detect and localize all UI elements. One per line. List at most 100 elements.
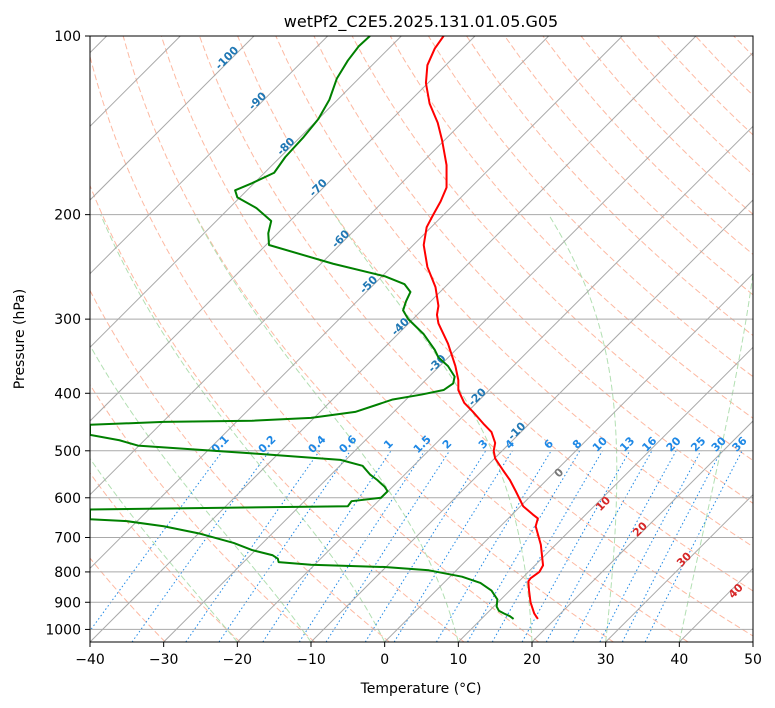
x-tick-label: −20 — [223, 652, 253, 668]
plot-frame — [89, 35, 754, 643]
dry-adiabat-line — [122, 36, 614, 642]
dry-adiabat-line — [90, 54, 540, 642]
mixing-ratio-line — [644, 450, 743, 642]
mixing-ratio-line — [521, 450, 631, 642]
mixing-ratio-line — [218, 450, 351, 642]
mixing-ratio-line — [185, 450, 320, 642]
axes: −40 −30 −20 −10 0 10 20 30 40 5010020030040050060… — [45, 29, 762, 668]
isotherm-line — [90, 36, 255, 201]
mixing-ratio-line — [467, 450, 581, 642]
isotherm-line — [90, 36, 476, 422]
y-tick-label: 800 — [54, 565, 81, 581]
mixing-ratio-label: 3 — [476, 437, 491, 452]
dry-adiabat-line — [695, 36, 753, 97]
mixing-ratio-label: 10 — [590, 434, 610, 454]
dry-adiabat-line — [237, 36, 753, 592]
y-tick-label: 500 — [54, 444, 81, 460]
dry-adiabat-line — [733, 36, 753, 57]
dry-adiabat-label: -50 — [357, 273, 380, 296]
isotherm-line — [90, 36, 623, 570]
x-tick-label: 0 — [380, 652, 389, 668]
mixing-ratio-label: 13 — [617, 434, 637, 454]
x-tick-label: −10 — [296, 652, 326, 668]
y-tick-label: 900 — [54, 595, 81, 611]
dry-adiabat-label: -60 — [329, 227, 352, 250]
x-tick-label: 40 — [670, 652, 688, 668]
isotherm-line — [90, 36, 550, 496]
moist-adiabat-line — [678, 269, 753, 642]
mixing-ratio-line — [298, 450, 426, 642]
x-tick-label: −30 — [149, 652, 179, 668]
mixing-ratio-line — [572, 450, 677, 642]
dry-adiabat-line — [427, 36, 753, 378]
mixing-ratio-label: 1.5 — [411, 433, 434, 456]
dry-adiabat-line — [313, 36, 753, 504]
y-tick-label: 1000 — [45, 622, 81, 638]
dry-adiabat-label: -90 — [246, 89, 269, 112]
dry-adiabat-line — [160, 36, 689, 642]
mixing-ratio-line — [545, 450, 653, 642]
isotherm-line — [90, 36, 402, 349]
moist-adiabat-line — [194, 214, 459, 642]
mixing-ratio-line — [325, 450, 450, 642]
y-tick-label: 100 — [54, 29, 81, 45]
mixing-ratio-label: 6 — [541, 437, 556, 452]
dry-adiabat-label: -100 — [213, 44, 242, 73]
dry-adiabat-line — [90, 184, 465, 642]
dry-adiabat-line — [580, 36, 753, 215]
y-tick-label: 300 — [54, 312, 81, 328]
isotherm-line — [90, 36, 329, 275]
mixing-ratio-line — [435, 450, 552, 642]
chart-title: wetPf2_C2E5.2025.131.01.05.G05 — [284, 12, 558, 32]
moist-adiabat-line — [334, 214, 533, 642]
y-tick-label: 200 — [54, 208, 81, 224]
mixing-ratio-label: 0.2 — [256, 433, 279, 456]
line-labels: 0.1 0.2 0.4 0.6 1 1.5 2 3 4 6 8 10 13 16 20 25 30 36-100-… — [209, 44, 750, 602]
dry-adiabat-line — [656, 36, 753, 136]
mixing-ratio-label: 0.4 — [306, 433, 329, 456]
isotherm-line — [384, 272, 753, 642]
profile-series — [90, 36, 545, 620]
dry-adiabat-line — [90, 383, 316, 642]
dry-adiabat-line — [542, 36, 753, 255]
x-tick-label: 20 — [523, 652, 541, 668]
isotherm-line — [236, 125, 753, 642]
isotherm-line — [457, 346, 753, 642]
isotherm-line — [310, 199, 753, 642]
dry-adiabat-line — [389, 36, 753, 419]
mixing-ratio-label: 25 — [688, 434, 708, 454]
x-tick-label: 50 — [744, 652, 762, 668]
mixing-ratio-line — [599, 450, 702, 642]
dewpoint-profile — [90, 36, 515, 620]
moist-adiabat-label: 20 — [630, 519, 650, 539]
x-tick-label: 30 — [597, 652, 615, 668]
y-axis-label: Pressure (hPa) — [12, 289, 28, 389]
x-tick-label: −40 — [75, 652, 105, 668]
mixing-ratio-label: 20 — [664, 434, 684, 454]
isotherm-line — [531, 420, 753, 642]
dry-adiabat-line — [351, 36, 753, 462]
temperature-profile — [422, 36, 545, 620]
x-tick-label: 10 — [449, 652, 467, 668]
dry-adiabat-line — [90, 289, 390, 642]
isotherm-line — [752, 641, 753, 642]
dry-adiabat-line — [466, 36, 753, 337]
dry-adiabat-line — [504, 36, 753, 296]
mixing-ratio-line — [364, 450, 487, 642]
background-lines — [90, 36, 753, 642]
mixing-ratio-label: 8 — [570, 437, 585, 452]
moist-adiabat-label: 10 — [593, 494, 613, 514]
mixing-ratio-line — [131, 450, 271, 642]
dry-adiabat-line — [90, 557, 166, 642]
moist-adiabat-label: 30 — [674, 549, 694, 569]
mixing-ratio-label: 30 — [709, 434, 729, 454]
isotherm-line — [90, 36, 697, 642]
y-tick-label: 400 — [54, 386, 81, 402]
isotherm-line — [605, 493, 753, 642]
x-axis-label: Temperature (°C) — [360, 681, 482, 697]
y-tick-label: 700 — [54, 531, 81, 547]
y-tick-label: 600 — [54, 491, 81, 507]
mixing-ratio-line — [621, 450, 722, 642]
isotherm-line — [678, 567, 753, 642]
